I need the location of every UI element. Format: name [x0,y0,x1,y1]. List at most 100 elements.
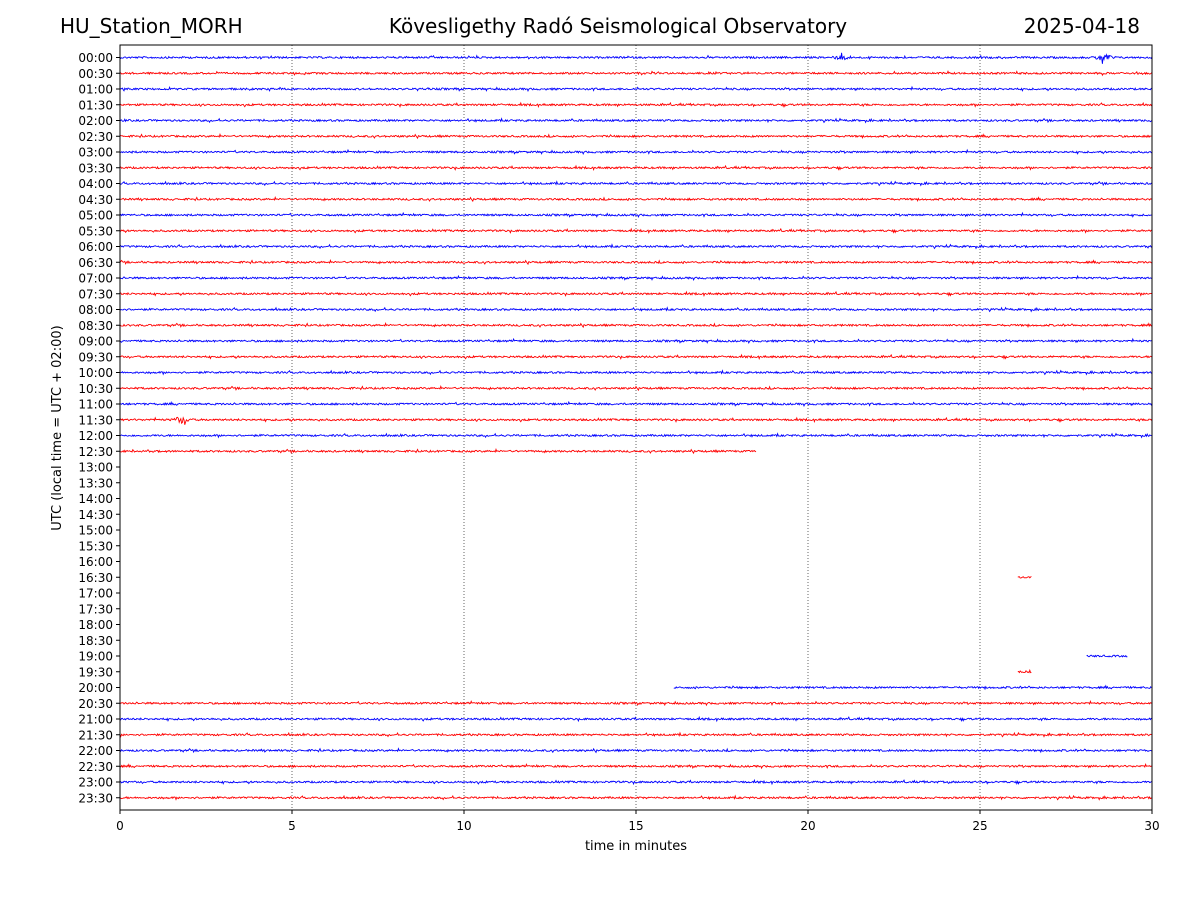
chart-date: 2025-04-18 [1023,14,1140,38]
y-tick-label: 19:00 [78,650,113,664]
trace-0930 [119,353,1153,361]
trace-1200 [119,432,1153,439]
y-tick-label: 12:00 [78,429,113,443]
trace-2130 [119,731,1153,738]
trace-0530 [119,227,1153,235]
y-tick-label: 10:00 [78,366,113,380]
trace-0130 [119,101,1153,109]
y-tick-label: 08:30 [78,319,113,333]
trace-1100 [119,400,1153,407]
trace-2100 [119,715,1153,723]
trace-0400 [119,180,1153,187]
y-tick-label: 04:30 [78,193,113,207]
y-tick-label: 11:30 [78,413,113,427]
y-tick-label: 17:30 [78,602,113,616]
y-tick-label: 10:30 [78,382,113,396]
y-tick-label: 06:00 [78,240,113,254]
x-tick-label: 5 [288,819,296,833]
y-tick-label: 13:30 [78,476,113,490]
trace-layer [119,52,1153,801]
trace-0900 [119,337,1153,344]
y-tick-label: 02:00 [78,114,113,128]
y-tick-label: 08:00 [78,303,113,317]
y-tick-label: 23:00 [78,776,113,790]
y-tick-label: 21:00 [78,713,113,727]
trace-1130 [119,416,1153,425]
y-tick-label: 13:00 [78,461,113,475]
y-tick-label: 17:00 [78,587,113,601]
y-tick-label: 00:30 [78,67,113,81]
y-tick-label: 04:00 [78,177,113,191]
trace-0830 [119,321,1153,329]
trace-2330 [119,794,1153,801]
y-tick-label: 09:30 [78,350,113,364]
y-tick-label: 18:00 [78,618,113,632]
chart-title: Kövesligethy Radó Seismological Observat… [388,14,848,38]
y-tick-label: 02:30 [78,130,113,144]
y-tick-label: 21:30 [78,728,113,742]
trace-0500 [119,211,1152,218]
x-tick-label: 10 [456,819,471,833]
trace-0700 [119,274,1153,281]
trace-2300 [119,778,1153,786]
y-tick-label: 01:30 [78,98,113,112]
x-tick-label: 25 [972,819,987,833]
y-tick-label: 14:30 [78,508,113,522]
trace-0200 [119,117,1153,124]
x-axis-label: time in minutes [585,839,687,854]
x-tick-label: 0 [116,819,124,833]
trace-0030 [119,70,1153,77]
y-axis-label: UTC (local time = UTC + 02:00) [50,325,65,530]
trace-2030 [119,700,1153,707]
trace-0300 [119,148,1153,155]
y-tick-label: 01:00 [78,83,113,97]
trace-1900 [1086,654,1128,658]
y-tick-label: 15:30 [78,539,113,553]
x-tick-label: 15 [628,819,643,833]
trace-0800 [119,306,1153,313]
y-tick-label: 15:00 [78,524,113,538]
trace-0230 [119,132,1153,140]
trace-0430 [119,195,1153,203]
trace-2230 [119,763,1153,770]
y-tick-label: 16:00 [78,555,113,569]
grid-lines [291,45,981,810]
y-tick-label: 12:30 [78,445,113,459]
trace-1230 [119,447,757,455]
y-tick-label: 03:00 [78,146,113,160]
y-tick-label: 14:00 [78,492,113,506]
y-tick-label: 22:30 [78,760,113,774]
y-tick-label: 18:30 [78,634,113,648]
trace-1930 [1017,668,1032,674]
trace-0330 [119,164,1153,172]
y-tick-label: 03:30 [78,161,113,175]
trace-0730 [119,290,1153,298]
y-tick-label: 11:00 [78,398,113,412]
station-name: HU_Station_MORH [60,14,243,38]
trace-0000 [119,52,1153,64]
y-tick-label: 06:30 [78,256,113,270]
trace-1000 [119,369,1153,376]
y-tick-label: 20:00 [78,681,113,695]
y-tick-label: 22:00 [78,744,113,758]
y-tick-label: 07:00 [78,272,113,286]
trace-1630 [1017,576,1032,579]
trace-2200 [119,747,1153,754]
y-tick-label: 09:00 [78,335,113,349]
y-tick-label: 19:30 [78,665,113,679]
y-tick-label: 05:30 [78,224,113,238]
trace-1030 [119,384,1153,392]
x-tick-label: 30 [1144,819,1159,833]
y-tick-label: 07:30 [78,287,113,301]
x-axis: 0 5 10 15 20 25 30 [116,810,1160,833]
trace-0630 [119,258,1153,266]
y-tick-label: 00:00 [78,51,113,65]
y-tick-label: 23:30 [78,791,113,805]
trace-2000 [673,684,1152,691]
y-tick-label: 05:00 [78,209,113,223]
x-tick-label: 20 [800,819,815,833]
trace-0600 [119,243,1153,250]
y-tick-label: 20:30 [78,697,113,711]
